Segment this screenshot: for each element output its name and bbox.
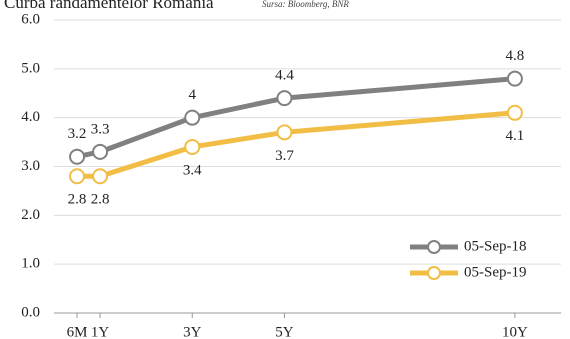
x-tick-label: 1Y [91, 324, 110, 339]
legend-label: 05-Sep-19 [464, 264, 527, 280]
x-tick-label: 5Y [275, 324, 294, 339]
legend-marker [427, 240, 441, 254]
y-tick-label: 4.0 [21, 109, 40, 125]
legend-marker [427, 266, 441, 280]
point-marker [92, 143, 109, 160]
chart-title: Curba randamentelor România [4, 0, 214, 12]
point-marker [69, 168, 86, 185]
chart-source: Sursa: Bloomberg, BNR [262, 0, 349, 9]
legend-label: 05-Sep-18 [464, 238, 527, 254]
y-tick-label: 5.0 [21, 60, 40, 76]
data-label: 2.8 [68, 192, 87, 208]
point-marker [506, 104, 523, 121]
data-label: 3.7 [275, 148, 294, 164]
data-label: 4.8 [506, 48, 525, 64]
y-tick-label: 0.0 [21, 304, 40, 320]
y-tick-label: 3.0 [21, 158, 40, 174]
y-tick-label: 1.0 [21, 256, 40, 272]
point-marker [184, 109, 201, 126]
point-marker [276, 124, 293, 141]
point-marker [92, 168, 109, 185]
point-marker [276, 90, 293, 107]
x-tick-label: 3Y [183, 324, 202, 339]
data-label: 4.1 [506, 128, 525, 144]
y-tick-label: 2.0 [21, 207, 40, 223]
y-tick-label: 6.0 [21, 11, 40, 27]
data-label: 4 [189, 87, 197, 103]
data-label: 2.8 [91, 192, 110, 208]
point-marker [184, 138, 201, 155]
data-label: 3.4 [183, 162, 202, 178]
x-tick-label: 6M [67, 324, 88, 339]
data-label: 4.4 [275, 68, 294, 84]
data-label: 3.2 [68, 126, 87, 142]
point-marker [506, 70, 523, 87]
point-marker [69, 148, 86, 165]
x-tick-label: 10Y [502, 324, 528, 339]
data-label: 3.3 [91, 121, 110, 137]
